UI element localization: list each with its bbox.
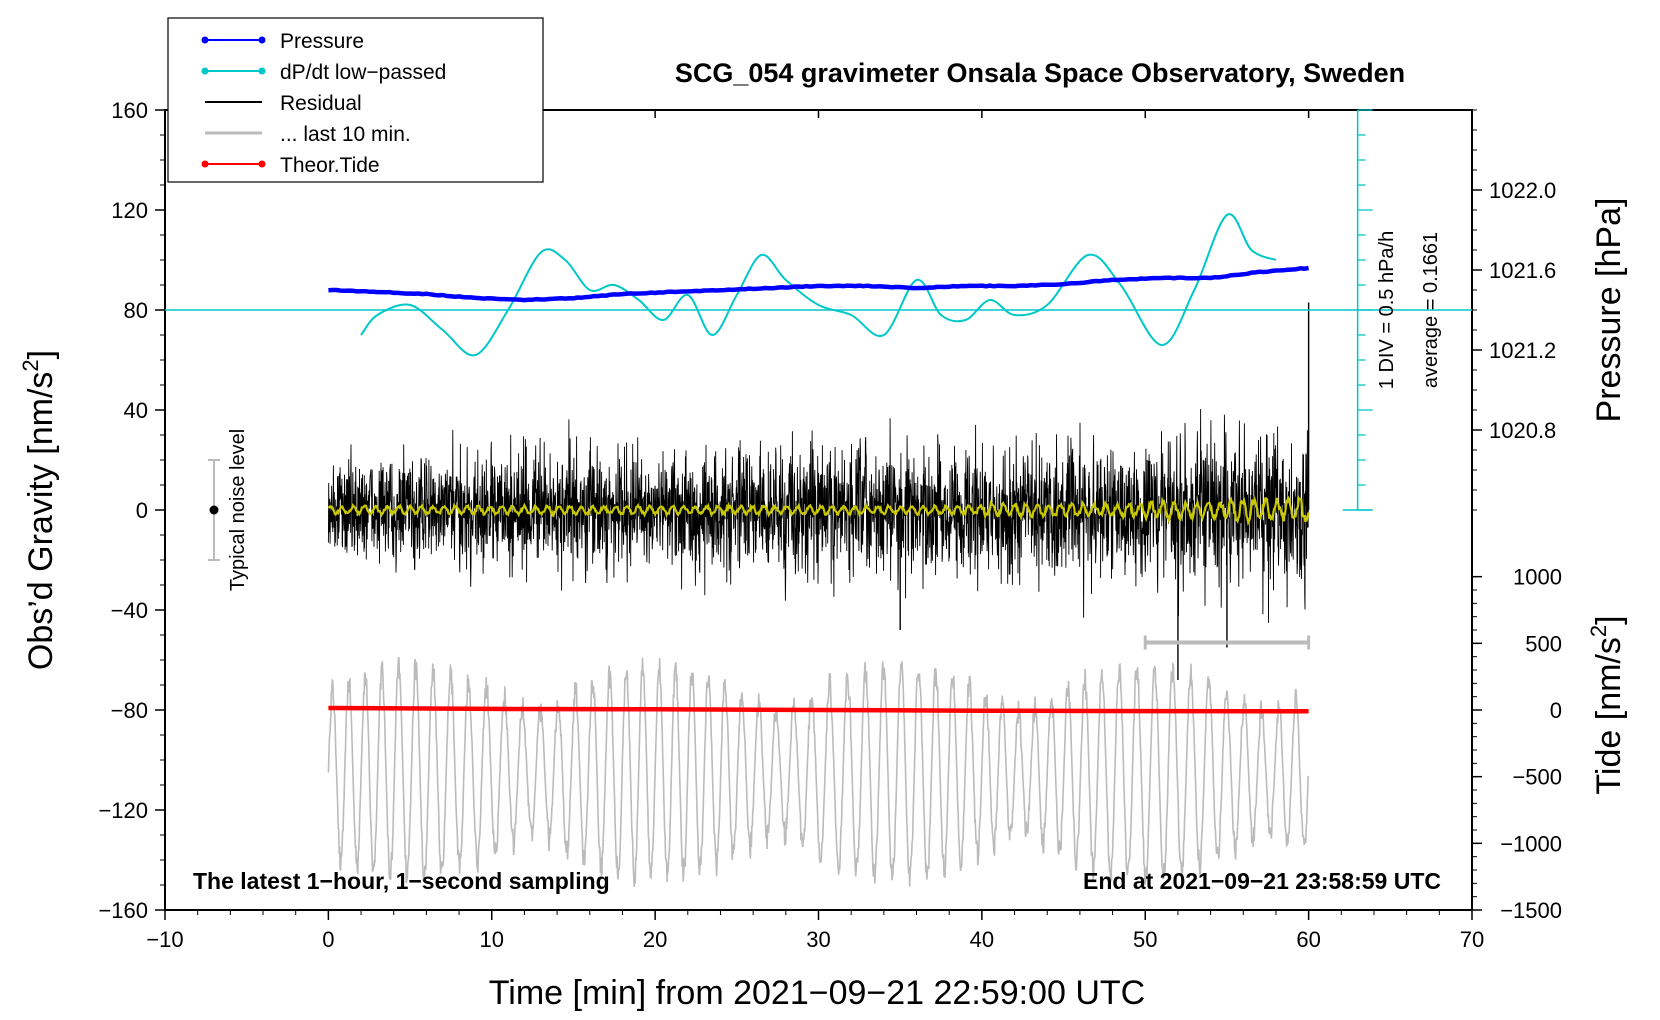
overlay-layer	[208, 459, 1311, 650]
y-left-tick-label: 80	[124, 298, 148, 323]
series-residual-lowpass-line	[327, 494, 1310, 527]
y-left-tick-label: −40	[111, 598, 148, 623]
x-tick-label: 0	[322, 927, 334, 952]
svg-text:Pressure [hPa]: Pressure [hPa]	[1590, 198, 1628, 423]
legend-marker	[201, 67, 209, 75]
legend-label: Theor.Tide	[280, 154, 380, 177]
noise-bar-center	[209, 505, 219, 515]
legend-label: ... last 10 min.	[280, 123, 411, 146]
x-tick-label: −10	[146, 927, 183, 952]
legend-marker	[258, 67, 266, 75]
chart-title: SCG_054 gravimeter Onsala Space Observat…	[675, 58, 1405, 88]
average-label-group: average = 0.1661	[1420, 232, 1442, 388]
pressure-tick-label: 1021.6	[1489, 258, 1556, 283]
legend-marker	[201, 160, 209, 168]
annotation-end-time: End at 2021−09−21 23:58:59 UTC	[1083, 868, 1441, 894]
y-tide-title-main: Tide [nm/s	[1590, 637, 1628, 794]
legend-box	[167, 17, 544, 183]
x-tick-label: 60	[1296, 927, 1320, 952]
y-left-title-sup: 2	[18, 359, 43, 371]
x-tick-label: 50	[1133, 927, 1157, 952]
y-left-tick-label: 0	[136, 498, 148, 523]
legend-marker	[258, 36, 266, 44]
legend: Pressure dP/dt low−passed Residual ... last…	[167, 17, 544, 183]
svg-text:Tide [nm/s2]: Tide [nm/s2]	[1586, 615, 1628, 794]
legend-marker	[258, 160, 266, 168]
legend-label: dP/dt low−passed	[280, 61, 446, 84]
y-left-title-main: Obs’d Gravity [nm/s	[22, 372, 60, 671]
tide-tick-label: −1000	[1500, 831, 1562, 856]
y-left-tick-label: −160	[98, 898, 148, 923]
svg-text:average = 0.1661: average = 0.1661	[1420, 232, 1442, 388]
y-tide-title-close: ]	[1590, 615, 1628, 624]
x-tick-label: 30	[806, 927, 830, 952]
pressure-tick-label: 1021.2	[1489, 338, 1556, 363]
y-axis-left-title: Obs’d Gravity [nm/s2]	[18, 350, 60, 670]
y-left-tick-label: 160	[111, 98, 148, 123]
y-left-tick-label: 120	[111, 198, 148, 223]
y-left-tick-label: −120	[98, 798, 148, 823]
legend-label: Residual	[280, 92, 362, 115]
axis-ticks: −10 0 10 20 30 40 50 60 70 −160 −120 −80 −40 0 40 80 120…	[98, 98, 1562, 952]
x-tick-label: 10	[480, 927, 504, 952]
series-residual-line	[327, 408, 1309, 623]
x-axis-title: Time [min] from 2021−09−21 22:59:00 UTC	[489, 974, 1145, 1012]
y-left-tick-label: 40	[124, 398, 148, 423]
x-tick-label: 70	[1460, 927, 1484, 952]
legend-label: Pressure	[280, 30, 364, 53]
y-axis-tide-title: Tide [nm/s2]	[1586, 615, 1628, 794]
y-axis-pressure-title: Pressure [hPa]	[1590, 198, 1628, 423]
y-left-tick-label: −80	[111, 698, 148, 723]
noise-label-group: Typical noise level	[227, 429, 249, 591]
series-layer	[165, 109, 1472, 887]
tide-tick-label: −1500	[1500, 898, 1562, 923]
svg-text:Obs’d Gravity [nm/s2]: Obs’d Gravity [nm/s2]	[18, 350, 60, 670]
x-tick-label: 20	[643, 927, 667, 952]
x-tick-label: 40	[970, 927, 994, 952]
series-last10-line	[327, 656, 1309, 887]
div-label-group: 1 DIV = 0.5 hPa/h	[1376, 231, 1398, 389]
tide-tick-label: 1000	[1513, 565, 1562, 590]
y-left-title-close: ]	[22, 350, 60, 359]
legend-marker	[201, 36, 209, 44]
y-tide-title-sup: 2	[1586, 625, 1611, 637]
svg-text:Typical noise level: Typical noise level	[227, 429, 249, 591]
tide-tick-label: −500	[1512, 765, 1562, 790]
pressure-tick-label: 1020.8	[1489, 418, 1556, 443]
series-pressure-line	[328, 265, 1309, 303]
series-theor-tide-line	[328, 705, 1309, 714]
svg-text:1 DIV = 0.5 hPa/h: 1 DIV = 0.5 hPa/h	[1376, 231, 1398, 389]
annotation-sampling: The latest 1−hour, 1−second sampling	[193, 868, 610, 894]
pressure-tick-label: 1022.0	[1489, 178, 1556, 203]
tide-tick-label: 500	[1525, 631, 1562, 656]
tide-tick-label: 0	[1550, 698, 1562, 723]
